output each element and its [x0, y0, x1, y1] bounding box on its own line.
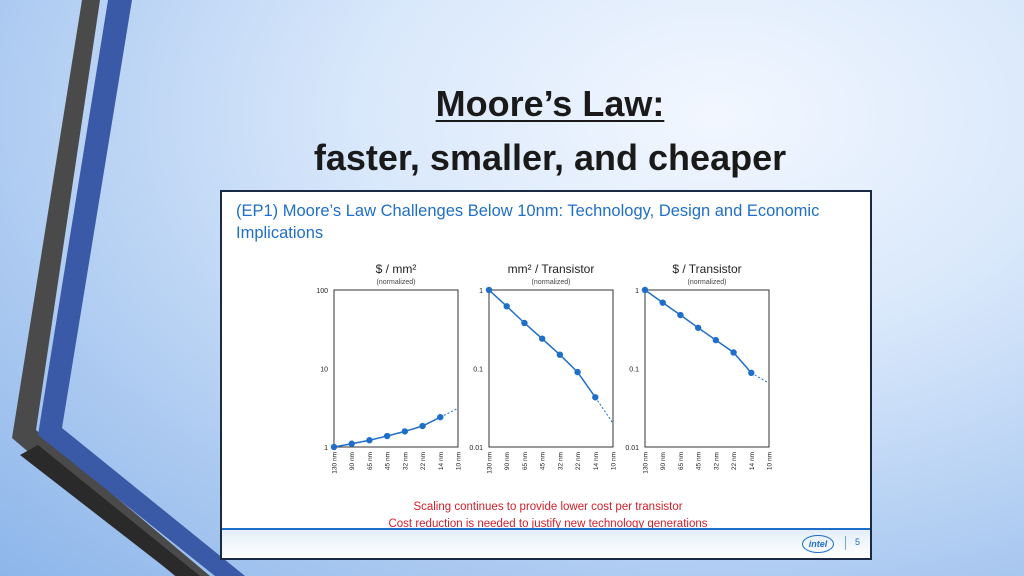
blue-stripe: [38, 0, 245, 576]
projection-line: [440, 407, 459, 418]
y-tick-label: 10: [320, 367, 328, 374]
chart-title: $ / mm²: [376, 262, 417, 276]
y-tick-label: 1: [635, 288, 639, 295]
data-point: [641, 286, 649, 294]
x-tick-label: 32 nm: [557, 452, 564, 470]
x-tick-label: 22 nm: [420, 452, 427, 470]
chart-title: mm² / Transistor: [508, 262, 595, 276]
x-tick-label: 10 nm: [767, 452, 774, 470]
x-tick-label: 90 nm: [660, 452, 667, 470]
data-point: [503, 303, 510, 310]
data-point: [348, 440, 355, 447]
y-tick-label: 0.1: [629, 367, 639, 374]
plot-frame: [644, 289, 770, 448]
chart-title: $ / Transistor: [672, 262, 741, 276]
y-tick-label: 1: [479, 288, 483, 295]
x-tick-label: 90 nm: [349, 452, 356, 470]
note-line-1: Scaling continues to provide lower cost …: [413, 501, 683, 513]
projection-line: [594, 396, 614, 424]
footer-divider: [845, 536, 846, 550]
x-tick-label: 45 nm: [696, 452, 703, 470]
data-point: [592, 394, 599, 401]
y-tick-label: 0.1: [473, 367, 483, 374]
note-line-2: Cost reduction is needed to justify new …: [388, 518, 708, 530]
y-tick-label: 1: [324, 445, 328, 452]
slide-footer: intel 5: [222, 528, 870, 558]
data-point: [330, 443, 338, 451]
chart-subtitle: (normalized): [532, 279, 571, 286]
x-tick-label: 22 nm: [575, 452, 582, 470]
y-tick-label: 0.01: [469, 445, 483, 452]
data-point: [677, 311, 684, 319]
data-point: [538, 335, 546, 342]
page-number: 5: [855, 537, 861, 547]
gray-stripe: [12, 0, 210, 576]
y-tick-label: 100: [316, 288, 328, 295]
x-tick-label: 14 nm: [438, 452, 445, 470]
title-line-2: faster, smaller, and cheaper: [313, 137, 787, 178]
x-tick-label: 90 nm: [504, 452, 511, 470]
x-tick-label: 65 nm: [522, 452, 529, 470]
x-tick-label: 14 nm: [749, 452, 756, 470]
y-tick-label: 0.01: [625, 445, 639, 452]
slide-title: Moore’s Law: faster, smaller, and cheape…: [200, 82, 900, 180]
x-tick-label: 130 nm: [332, 452, 339, 474]
chart-subtitle: (normalized): [377, 279, 416, 286]
x-tick-label: 10 nm: [611, 452, 618, 470]
data-point: [730, 349, 737, 356]
x-tick-label: 130 nm: [487, 452, 494, 474]
data-point: [383, 432, 391, 440]
x-tick-label: 65 nm: [678, 452, 685, 470]
plot-frame: [333, 289, 459, 448]
embedded-slide-image: (EP1) Moore’s Law Challenges Below 10nm:…: [220, 190, 872, 560]
data-point: [748, 369, 755, 377]
x-tick-label: 45 nm: [540, 452, 547, 470]
x-tick-label: 65 nm: [367, 452, 374, 470]
x-tick-label: 14 nm: [593, 452, 600, 470]
projection-line: [751, 372, 770, 384]
intel-logo: intel: [802, 535, 834, 553]
embedded-slide-heading: (EP1) Moore’s Law Challenges Below 10nm:…: [236, 202, 820, 242]
x-tick-label: 10 nm: [456, 452, 463, 470]
data-point: [485, 286, 493, 294]
data-point: [556, 351, 564, 358]
x-tick-label: 45 nm: [385, 452, 392, 470]
title-line-1: Moore’s Law:: [435, 83, 665, 124]
x-tick-label: 130 nm: [643, 452, 650, 474]
data-point: [419, 422, 426, 430]
charts-area: $ / mm² (normalized) 100 10 1 130 nm 90 nm 65 n…: [316, 262, 774, 474]
data-point: [574, 368, 581, 376]
data-point: [694, 324, 702, 331]
chart-subtitle: (normalized): [688, 279, 727, 286]
data-point: [437, 413, 444, 421]
x-tick-label: 32 nm: [402, 452, 409, 470]
dark-stripe: [20, 445, 200, 576]
data-point: [401, 428, 409, 435]
x-tick-label: 22 nm: [731, 452, 738, 470]
data-point: [521, 319, 528, 327]
x-tick-label: 32 nm: [713, 452, 720, 470]
plot-frame: [488, 289, 614, 448]
data-point: [366, 437, 373, 444]
data-point: [659, 299, 666, 306]
data-point: [712, 336, 720, 344]
